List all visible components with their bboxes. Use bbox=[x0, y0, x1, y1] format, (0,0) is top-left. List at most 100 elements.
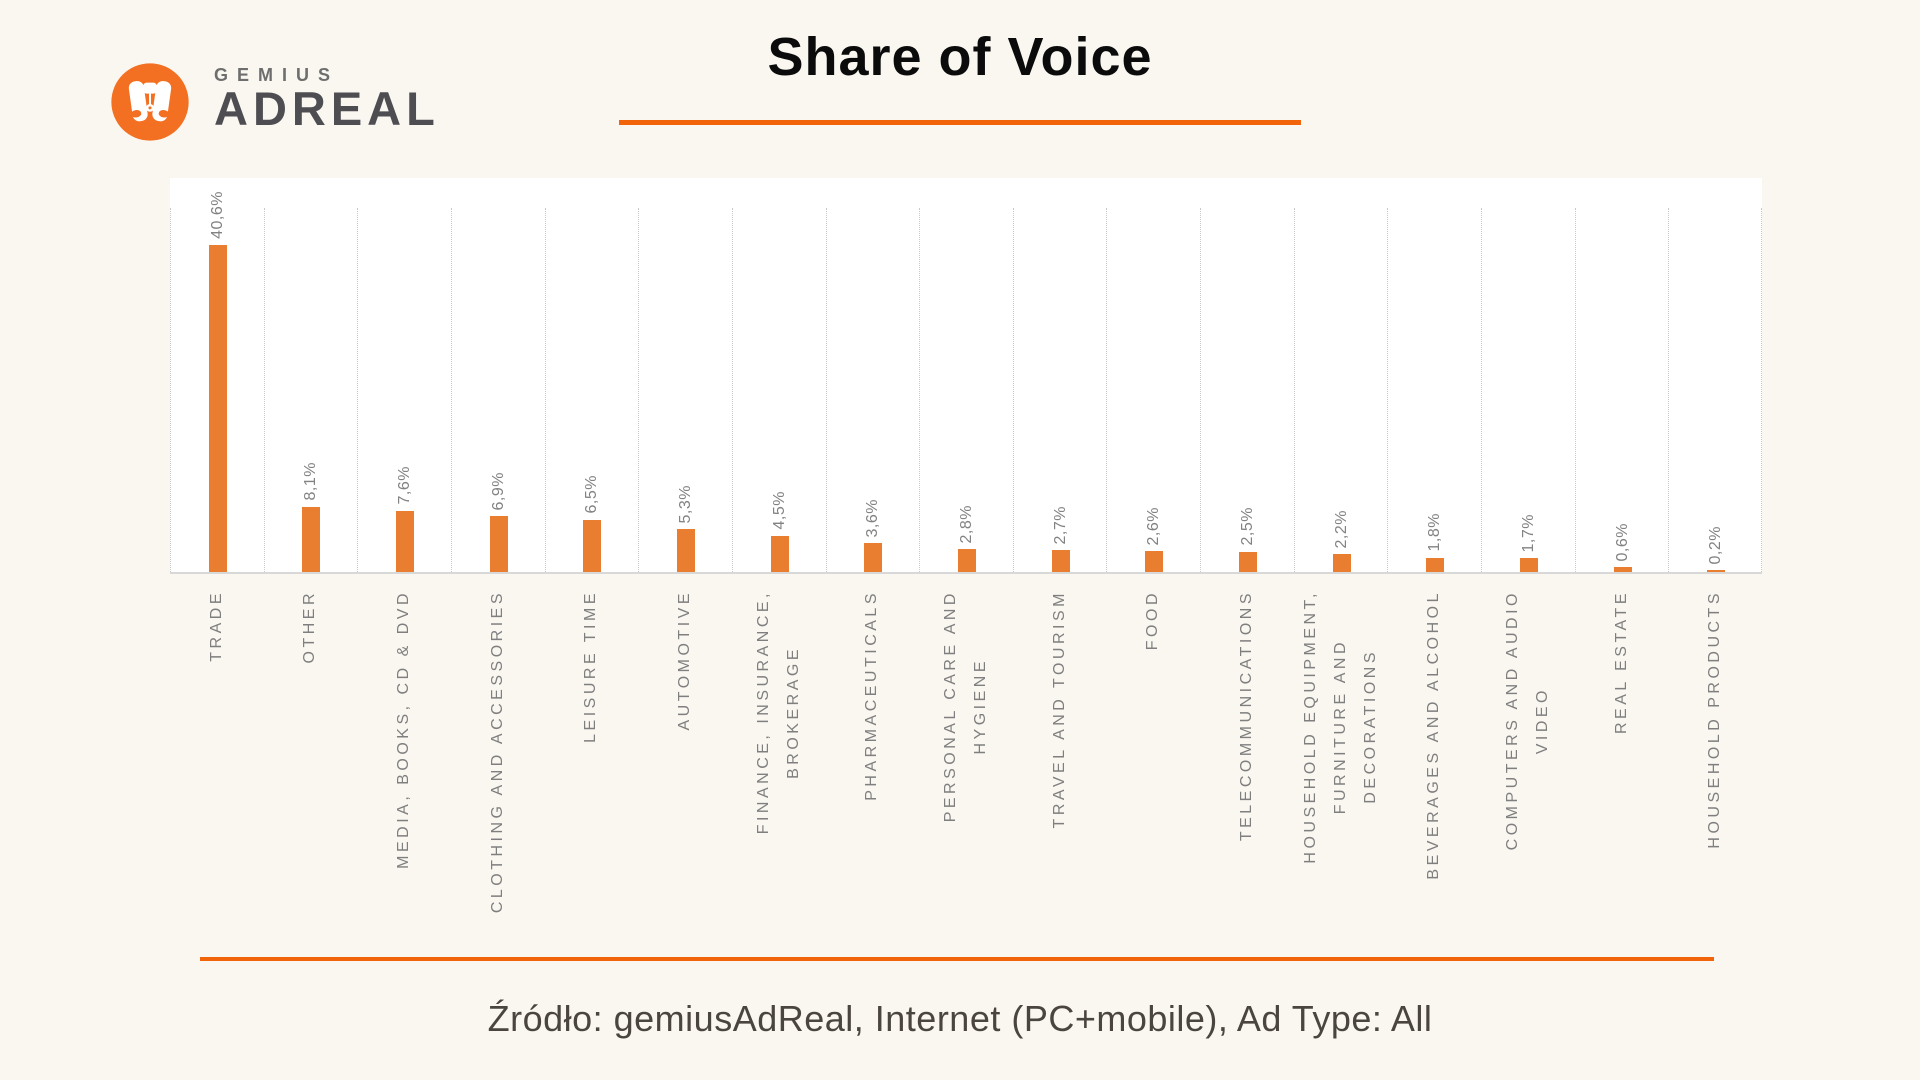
x-axis-label-line: VIDEO bbox=[1533, 686, 1551, 754]
x-axis-label: OTHER bbox=[264, 590, 358, 664]
x-axis-label-line: LEISURE TIME bbox=[582, 590, 600, 743]
bar-cell: 1,7% bbox=[1481, 208, 1576, 572]
brand-name-gemius: GEMIUS bbox=[214, 65, 340, 85]
bar bbox=[1051, 550, 1070, 572]
bar bbox=[1426, 557, 1445, 572]
bar-value-label: 1,7% bbox=[1519, 513, 1537, 553]
plot-area: 40,6% 8,1% 7,6% 6,9% 6,5% 5,3% 4,5% 3,6% 2,8% 2,7… bbox=[170, 178, 1762, 574]
bar bbox=[396, 510, 415, 572]
brand-text: GEMIUS ADREAL bbox=[214, 60, 440, 132]
bar-value-label: 2,7% bbox=[1051, 505, 1069, 545]
bar-value-label: 4,5% bbox=[770, 491, 788, 530]
x-axis-label-line: HOUSEHOLD PRODUCTS bbox=[1706, 590, 1724, 849]
x-axis-label: CLOTHING AND ACCESSORIES bbox=[451, 590, 545, 913]
bar-cell: 2,8% bbox=[919, 208, 1014, 572]
bar bbox=[770, 535, 789, 572]
bar-cell: 3,6% bbox=[825, 208, 921, 572]
bar bbox=[489, 516, 508, 572]
x-axis-label-line: OTHER bbox=[301, 590, 319, 664]
bar-cell: 2,6% bbox=[1106, 208, 1201, 572]
x-axis-label-line: HYGIENE bbox=[971, 657, 989, 755]
bar-value-label: 0,2% bbox=[1707, 525, 1725, 565]
bar-value-label: 6,5% bbox=[583, 475, 601, 514]
bar-value-label: 8,1% bbox=[302, 462, 320, 501]
x-axis-label: LEISURE TIME bbox=[545, 590, 639, 743]
page-title: Share of Voice bbox=[767, 27, 1153, 87]
bar-cell: 5,3% bbox=[638, 208, 733, 572]
x-axis-label: AUTOMOTIVE bbox=[638, 590, 732, 731]
x-axis-label: TRADE bbox=[170, 590, 264, 662]
x-axis-label: MEDIA, BOOKS, CD & DVD bbox=[357, 590, 451, 869]
grid-line bbox=[1761, 208, 1762, 572]
bar-cell: 4,5% bbox=[731, 208, 827, 572]
x-axis-label: BEVERAGES AND ALCOHOL bbox=[1387, 590, 1481, 880]
bar bbox=[1145, 551, 1164, 572]
bar-value-label: 3,6% bbox=[864, 498, 882, 538]
bar bbox=[1707, 570, 1726, 572]
x-axis-label-line: PERSONAL CARE AND bbox=[941, 590, 959, 823]
x-axis-labels: TRADE OTHER MEDIA, BOOKS, CD & DVD CLOTHING… bbox=[170, 590, 1762, 962]
bar-cell: 6,9% bbox=[450, 208, 546, 572]
brand-logo: GEMIUS ADREAL bbox=[108, 60, 440, 144]
x-axis-label-line: MEDIA, BOOKS, CD & DVD bbox=[395, 590, 413, 869]
x-axis-label: REAL ESTATE bbox=[1575, 590, 1669, 734]
x-axis-label: PHARMACEUTICALS bbox=[826, 590, 920, 801]
bar-value-label: 2,6% bbox=[1145, 506, 1163, 546]
bar bbox=[864, 543, 883, 572]
bar-cell: 8,1% bbox=[263, 208, 359, 572]
title-underline bbox=[619, 120, 1301, 125]
bar-cell: 2,7% bbox=[1012, 208, 1108, 572]
bar-value-label: 40,6% bbox=[208, 191, 226, 240]
x-axis-label-line: HOUSEHOLD EQUIPMENT, bbox=[1301, 590, 1319, 864]
bar-cell: 0,6% bbox=[1574, 208, 1670, 572]
x-axis-label-line: FINANCE, INSURANCE, bbox=[754, 590, 772, 835]
bar-value-label: 1,8% bbox=[1426, 513, 1444, 552]
x-axis-label-line: AUTOMOTIVE bbox=[676, 590, 694, 731]
binoculars-icon bbox=[111, 63, 189, 141]
bar-cell: 2,5% bbox=[1200, 208, 1295, 572]
x-axis-label: FINANCE, INSURANCE, BROKERAGE bbox=[732, 590, 826, 834]
bar-cell: 40,6% bbox=[170, 191, 265, 572]
bar bbox=[302, 506, 321, 572]
x-axis-label: COMPUTERS AND AUDIO VIDEO bbox=[1481, 590, 1575, 850]
source-text: Źródło: gemiusAdReal, Internet (PC+mobil… bbox=[487, 998, 1433, 1039]
x-axis-label-line: FOOD bbox=[1144, 590, 1162, 651]
bar-value-label: 2,2% bbox=[1332, 509, 1350, 549]
bar-value-label: 2,5% bbox=[1238, 507, 1256, 546]
x-axis-label: HOUSEHOLD PRODUCTS bbox=[1668, 590, 1762, 849]
brand-name-adreal: ADREAL bbox=[214, 82, 440, 135]
bar-value-label: 6,9% bbox=[489, 472, 507, 511]
x-axis-label-line: DECORATIONS bbox=[1361, 649, 1379, 805]
bar-cell: 7,6% bbox=[357, 208, 452, 572]
bar bbox=[1519, 558, 1538, 572]
x-axis-label-line: TELECOMMUNICATIONS bbox=[1237, 590, 1255, 842]
x-axis-label-line: BEVERAGES AND ALCOHOL bbox=[1425, 590, 1443, 880]
x-axis-label: TELECOMMUNICATIONS bbox=[1200, 590, 1294, 841]
x-axis-label-line: CLOTHING AND ACCESSORIES bbox=[488, 590, 506, 914]
x-axis-label: FOOD bbox=[1106, 590, 1200, 650]
bar bbox=[677, 529, 696, 572]
bar-cell: 1,8% bbox=[1387, 208, 1482, 572]
bar-value-label: 7,6% bbox=[396, 466, 414, 505]
bar-value-label: 0,6% bbox=[1613, 522, 1631, 562]
bar-cell: 2,2% bbox=[1293, 208, 1389, 572]
x-axis-label-line: PHARMACEUTICALS bbox=[863, 590, 881, 801]
bar-cell: 0,2% bbox=[1668, 208, 1763, 572]
bar-cell: 6,5% bbox=[544, 208, 640, 572]
bar bbox=[1238, 551, 1257, 572]
x-axis-label-line: REAL ESTATE bbox=[1612, 590, 1630, 735]
x-axis-label: PERSONAL CARE AND HYGIENE bbox=[919, 590, 1013, 822]
bar-value-label: 5,3% bbox=[677, 484, 695, 524]
x-axis-label: HOUSEHOLD EQUIPMENT, FURNITURE AND DECORAT… bbox=[1294, 590, 1388, 864]
x-axis-label-line: TRAVEL AND TOURISM bbox=[1050, 590, 1068, 829]
x-axis-label-line: TRADE bbox=[207, 590, 225, 662]
x-axis-label-line: COMPUTERS AND AUDIO bbox=[1503, 590, 1521, 851]
bar bbox=[1613, 567, 1632, 572]
bar-value-label: 2,8% bbox=[957, 505, 975, 544]
x-axis-label-line: BROKERAGE bbox=[784, 645, 802, 779]
footer-divider bbox=[200, 957, 1714, 961]
x-axis-label: TRAVEL AND TOURISM bbox=[1013, 590, 1107, 828]
bar bbox=[957, 549, 976, 572]
bar bbox=[1332, 554, 1351, 572]
